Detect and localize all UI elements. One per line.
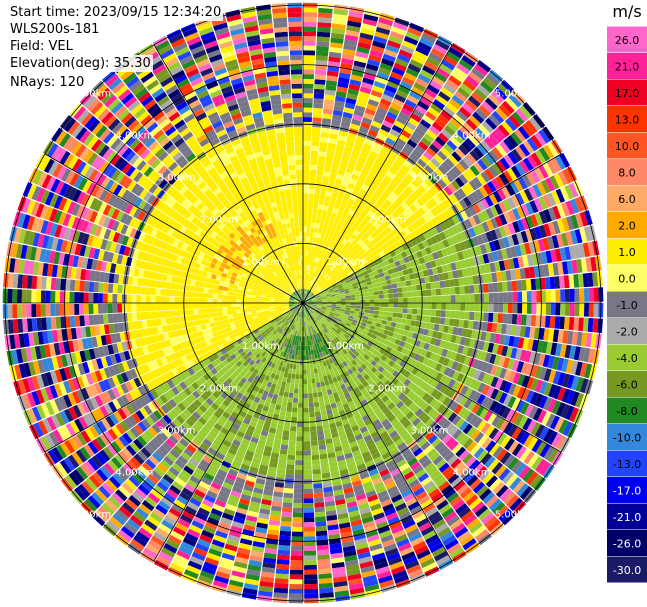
range-ring-label: 4.00km (453, 130, 491, 141)
colorbar-swatch (607, 159, 647, 185)
colorbar-tick-label: -8.0 (616, 405, 637, 418)
colorbar-tick-label: 21.0 (615, 60, 640, 73)
colorbar-swatch (607, 238, 647, 265)
colorbar-tick-label: 10.0 (615, 140, 640, 153)
colorbar-swatch (607, 344, 647, 371)
colorbar-swatch (607, 212, 647, 238)
colorbar-tick-label: -17.0 (613, 484, 641, 497)
colorbar-tick-label: 13.0 (615, 113, 640, 126)
colorbar-tick-label: -2.0 (616, 325, 637, 338)
azimuth-spoke (302, 302, 562, 453)
range-ring-labels: 1.00km 1.00km 1.00km 1.00km 2.00km 2.00km 2.00… (73, 88, 532, 520)
colorbar-swatch (607, 530, 647, 556)
range-ring-label: 3.00km (411, 173, 449, 184)
colorbar-tick-label: 26.0 (615, 34, 640, 47)
azimuth-spoke (153, 302, 304, 562)
elevation-label: Elevation(deg): 35.30 (10, 55, 153, 72)
colorbar-swatches (607, 26, 647, 583)
range-ring-label: 1.00km (242, 341, 280, 352)
colorbar-tick-label: -10.0 (613, 431, 641, 444)
nrays-label: NRays: 120 (10, 74, 87, 91)
colorbar-tick-label: 17.0 (615, 87, 640, 100)
colorbar-swatch (607, 53, 647, 79)
colorbar-tick-label: -13.0 (613, 458, 641, 471)
azimuth-spoke (302, 153, 562, 304)
azimuth-spoke (44, 153, 304, 304)
radar-gates (2, 2, 604, 604)
colorbar-swatch (607, 132, 647, 159)
colorbar-swatch (607, 291, 647, 318)
colorbar-tick-label: 1.0 (618, 246, 636, 259)
azimuth-spoke (302, 44, 453, 304)
range-ring-label: 1.00km (326, 257, 364, 268)
colorbar-tick-label: 8.0 (618, 166, 636, 179)
colorbar-swatch (607, 318, 647, 344)
colorbar-tick-label: -4.0 (616, 352, 637, 365)
range-ring-label: 3.00km (158, 425, 196, 436)
range-ring-label: 2.00km (200, 383, 238, 394)
azimuth-spoke (302, 302, 453, 562)
colorbar-tick-label: -21.0 (613, 511, 641, 524)
colorbar-tick-label: -26.0 (613, 537, 641, 550)
colorbar-tick-label: 0.0 (618, 272, 636, 285)
start-time-label: Start time: 2023/09/15 12:34:20 (10, 4, 224, 21)
colorbar-swatch (607, 185, 647, 212)
colorbar-swatch (607, 79, 647, 106)
range-ring-label: 5.00km (73, 510, 111, 521)
colorbar-swatch (607, 450, 647, 477)
colorbar-units-label: m/s (612, 2, 641, 21)
field-label: Field: VEL (10, 38, 75, 55)
range-ring-label: 5.00km (495, 88, 533, 99)
colorbar-swatch (607, 477, 647, 503)
range-ring-label: 2.00km (368, 383, 406, 394)
range-ring-label: 4.00km (116, 468, 154, 479)
instrument-label: WLS200s-181 (10, 21, 102, 38)
colorbar-swatch (607, 106, 647, 132)
colorbar-swatch (607, 556, 647, 583)
range-ring-label: 3.00km (411, 425, 449, 436)
colorbar-swatch (607, 265, 647, 291)
range-ring-label: 1.00km (242, 257, 280, 268)
colorbar-tick-label: 6.0 (618, 193, 636, 206)
range-ring-label: 5.00km (73, 88, 111, 99)
range-ring-label: 2.00km (200, 215, 238, 226)
azimuth-spoke (153, 44, 304, 304)
colorbar-tick-label: -30.0 (613, 564, 641, 577)
colorbar-tick-label: -6.0 (616, 378, 637, 391)
colorbar-swatch (607, 424, 647, 450)
range-ring-label: 2.00km (368, 215, 406, 226)
azimuth-spoke (44, 302, 304, 453)
colorbar-tick-label: 2.0 (618, 219, 636, 232)
range-ring-label: 4.00km (453, 468, 491, 479)
range-ring-label: 1.00km (326, 341, 364, 352)
colorbar-swatch (607, 26, 647, 53)
colorbar-swatch (607, 397, 647, 424)
range-ring-label: 3.00km (158, 173, 196, 184)
scan-info-block: Start time: 2023/09/15 12:34:20 WLS200s-… (10, 4, 250, 91)
colorbar-tick-label: -1.0 (616, 299, 637, 312)
colorbar-tick-labels: 26.0 21.0 17.0 13.0 10.0 8.0 6.0 2.0 1.0 0.0 -1.0 -… (613, 34, 641, 577)
range-ring-label: 5.00km (495, 510, 533, 521)
azimuth-spokes (5, 5, 601, 601)
colorbar-swatch (607, 371, 647, 397)
range-ring-label: 4.00km (116, 130, 154, 141)
colorbar-swatch (607, 503, 647, 530)
